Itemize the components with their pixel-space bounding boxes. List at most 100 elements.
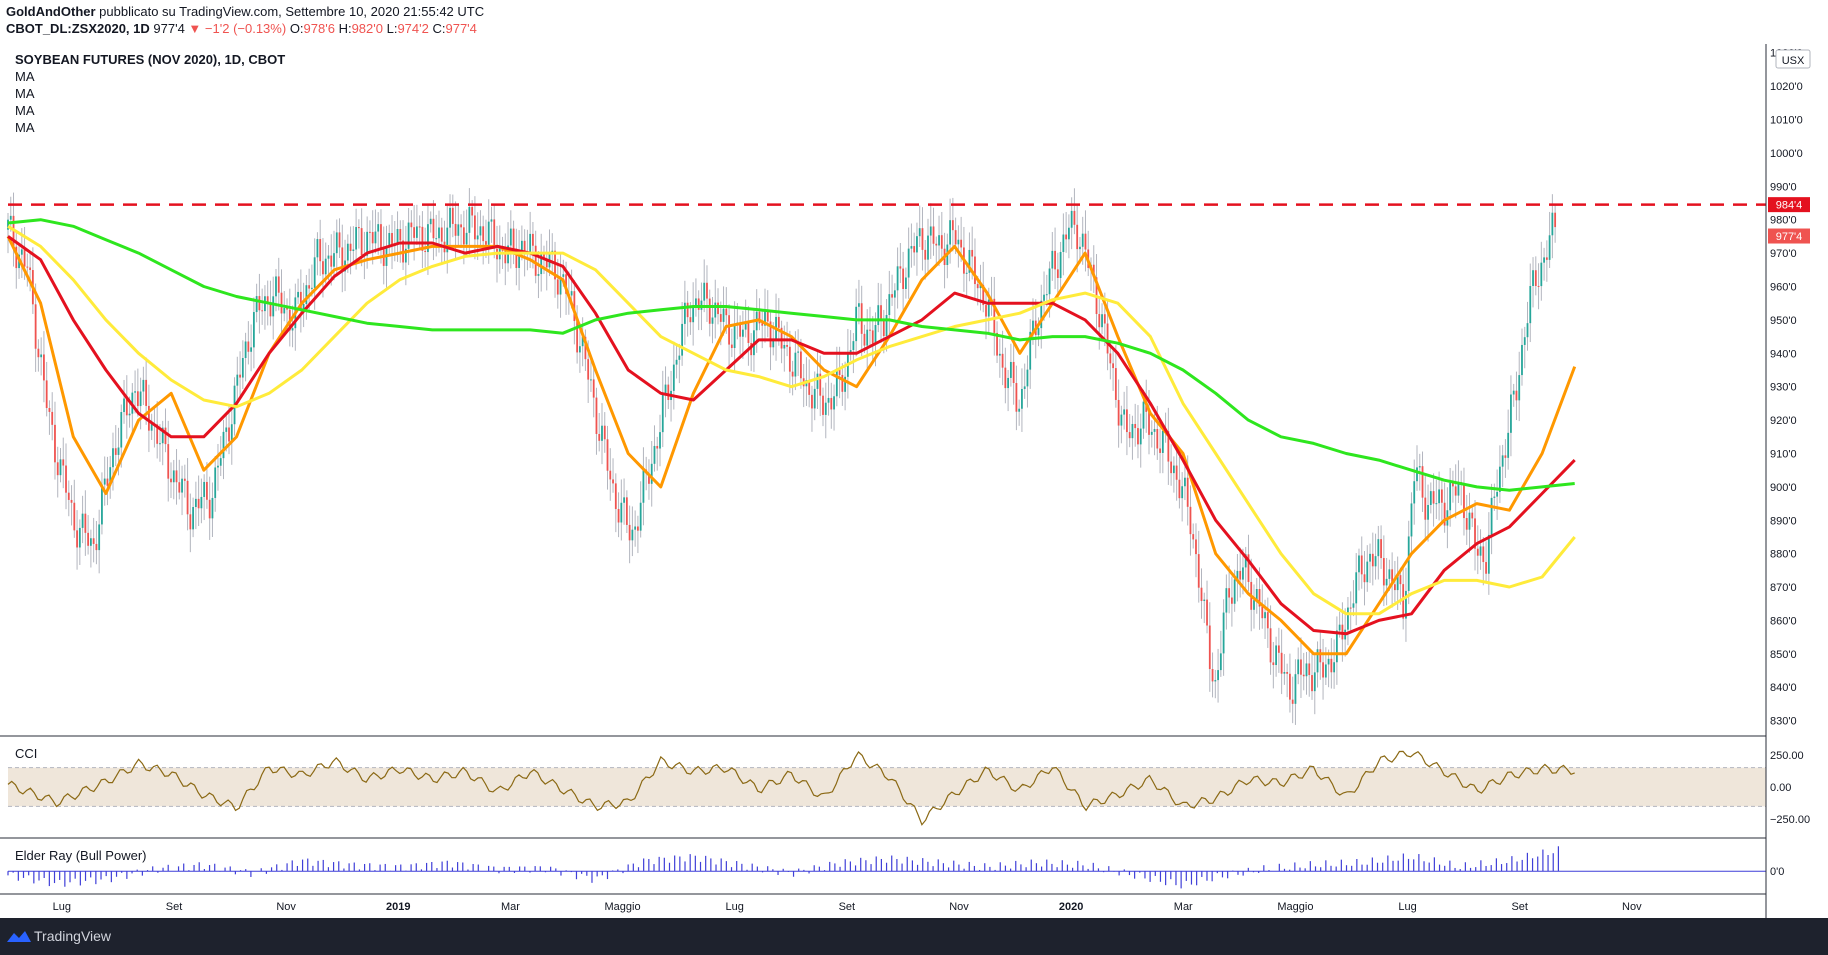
candle-body xyxy=(120,412,123,448)
candle-body xyxy=(103,478,106,485)
candle-body xyxy=(1421,466,1424,498)
candle-body xyxy=(631,529,634,541)
tradingview-logo-icon[interactable] xyxy=(6,928,32,946)
candle-body xyxy=(1521,344,1523,376)
candle-body xyxy=(9,215,12,220)
candle-body xyxy=(1159,448,1161,453)
legend-ma-3[interactable]: MA xyxy=(15,103,35,118)
candle-body xyxy=(1117,399,1120,426)
candle-body xyxy=(1438,489,1441,504)
candle-body xyxy=(612,479,614,484)
candle-body xyxy=(554,250,556,280)
legend-ma-4[interactable]: MA xyxy=(15,120,35,135)
ma-red-line[interactable] xyxy=(7,235,1576,636)
candle-body xyxy=(951,220,954,231)
candle-body xyxy=(769,321,772,348)
candle-body xyxy=(1294,674,1297,704)
bull-power-pane[interactable]: Elder Ray (Bull Power) xyxy=(7,846,1766,889)
candle-body xyxy=(1388,569,1391,579)
candle-body xyxy=(355,227,358,250)
candle-body xyxy=(1192,534,1195,540)
candle-body xyxy=(598,433,601,441)
candle-body xyxy=(650,463,653,484)
candle-body xyxy=(1501,455,1504,467)
bull-power-axis[interactable]: 0'0 xyxy=(1770,866,1784,878)
candle-body xyxy=(1021,388,1023,409)
candle-body xyxy=(391,233,393,247)
candle-body xyxy=(998,353,1001,356)
candle-body xyxy=(1230,597,1233,604)
author-name[interactable]: GoldAndOther xyxy=(6,4,96,19)
candle-body xyxy=(570,291,573,296)
price-pane[interactable] xyxy=(6,188,1766,725)
down-arrow-icon: ▼ xyxy=(188,21,202,36)
candle-body xyxy=(1385,578,1388,586)
candle-body xyxy=(418,226,421,228)
candle-body xyxy=(1429,491,1432,505)
currency-badge[interactable]: USX xyxy=(1775,49,1811,69)
candle-body xyxy=(206,481,208,500)
candle-body xyxy=(1264,612,1266,619)
candle-body xyxy=(404,248,407,263)
candle-body xyxy=(921,228,924,250)
candle-body xyxy=(949,220,951,245)
candle-body xyxy=(446,227,449,253)
candle-body xyxy=(139,391,142,407)
candle-body xyxy=(1054,250,1056,270)
candle-body xyxy=(175,470,178,483)
candle-body xyxy=(360,228,363,255)
candle-body xyxy=(1037,328,1040,335)
candle-body xyxy=(125,398,128,416)
candle-body xyxy=(841,374,844,392)
last-price-tag: 977'4 xyxy=(1768,228,1810,244)
candle-body xyxy=(1548,235,1551,260)
candle-body xyxy=(134,391,136,393)
candle-body xyxy=(545,258,548,268)
resistance-tag-label: 984'4 xyxy=(1776,200,1803,212)
candle-body xyxy=(938,235,940,246)
candle-body xyxy=(222,431,225,459)
candle-body xyxy=(78,527,81,548)
chart-canvas[interactable]: SOYBEAN FUTURES (NOV 2020), 1D, CBOT MA … xyxy=(0,0,1828,918)
ma-yellow-line[interactable] xyxy=(7,225,1576,616)
candle-body xyxy=(56,462,59,476)
footer-brand[interactable]: TradingView xyxy=(34,928,112,944)
time-axis[interactable]: Lug Set Nov 2019 Mar Maggio Lug Set Nov 2020 Mar Ma… xyxy=(53,901,1642,913)
cci-pane[interactable]: CCI xyxy=(7,746,1766,826)
candle-body xyxy=(1534,270,1537,286)
candle-body xyxy=(1319,649,1322,663)
ma-green-line[interactable] xyxy=(7,218,1575,492)
candle-body xyxy=(236,374,239,386)
candle-body xyxy=(1186,477,1189,507)
candle-body xyxy=(1427,504,1429,520)
candle-body xyxy=(1471,512,1474,519)
candle-body xyxy=(1048,268,1051,295)
candle-body xyxy=(1413,481,1416,504)
legend-ma-2[interactable]: MA xyxy=(15,86,35,101)
publish-line: GoldAndOther pubblicato su TradingView.c… xyxy=(6,4,484,19)
candle-body xyxy=(208,499,211,519)
candle-body xyxy=(1493,496,1496,498)
candle-body xyxy=(1302,674,1305,677)
candle-body xyxy=(1142,401,1145,429)
candle-body xyxy=(1109,353,1112,364)
candle-body xyxy=(1219,653,1222,671)
candle-body xyxy=(1148,411,1150,435)
candle-body xyxy=(156,424,159,444)
candle-body xyxy=(609,470,612,480)
candle-body xyxy=(29,267,32,271)
candle-body xyxy=(1333,662,1336,673)
candle-body xyxy=(1266,612,1269,629)
candle-body xyxy=(509,228,512,246)
candle-body xyxy=(1405,590,1407,619)
candle-body xyxy=(1126,409,1128,433)
legend-ma-1[interactable]: MA xyxy=(15,69,35,84)
high-value: 982'0 xyxy=(351,21,383,36)
candle-body xyxy=(1070,210,1073,228)
candle-body xyxy=(1112,363,1114,369)
candle-body xyxy=(189,514,192,530)
time-tick-label: Set xyxy=(1511,901,1528,913)
cci-axis[interactable]: 250.00 0.00 −250.00 xyxy=(1770,750,1810,826)
price-axis[interactable]: 830'0 840'0 850'0 860'0 870'0 880'0 890'0 900'0… xyxy=(1770,48,1803,728)
candle-body xyxy=(581,336,584,347)
